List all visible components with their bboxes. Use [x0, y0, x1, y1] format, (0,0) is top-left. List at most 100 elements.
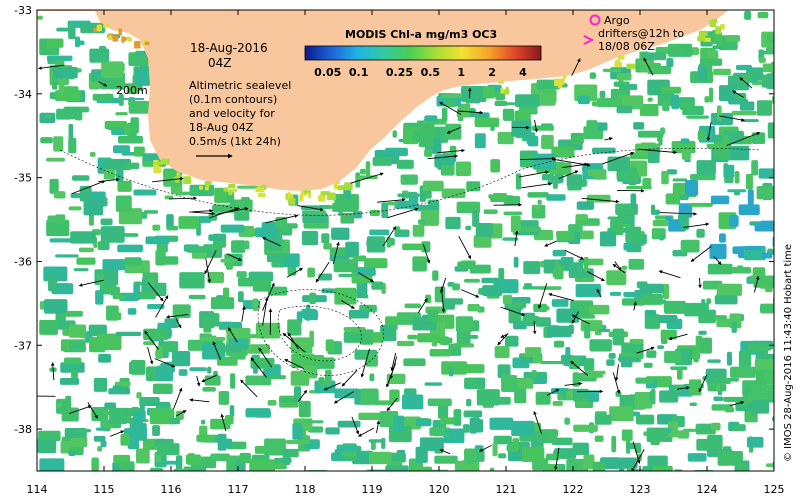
velocity-arrow [458, 235, 472, 260]
velocity-arrow [534, 119, 538, 133]
chl-patch [133, 283, 141, 301]
chl-patch [606, 359, 615, 366]
velocity-arrow [287, 332, 299, 350]
chl-patch [427, 398, 452, 407]
chl-patch [609, 291, 622, 296]
chl-patch [735, 64, 752, 71]
chl-patch [756, 373, 764, 382]
chl-patch [298, 355, 325, 363]
chl-patch [236, 271, 247, 278]
bloom-patch [228, 189, 233, 196]
bloom-patch [96, 24, 102, 32]
chl-patch [369, 209, 380, 216]
chl-patch [434, 286, 446, 303]
chl-patch [748, 79, 758, 83]
chl-patch [114, 381, 131, 387]
chl-patch [55, 254, 79, 258]
chl-patch [285, 439, 310, 445]
chl-patch [531, 205, 542, 210]
chl-patch [532, 153, 556, 170]
chl-patch [609, 406, 634, 422]
chl-patch [127, 308, 137, 315]
chl-patch [422, 180, 444, 192]
chl-patch [747, 189, 754, 205]
velocity-arrow [241, 306, 246, 322]
chl-patch [443, 298, 464, 305]
chl-patch [156, 283, 166, 296]
chl-patch [593, 175, 607, 180]
chl-patch [249, 334, 258, 339]
velocity-arrow [297, 205, 324, 212]
chl-patch [125, 162, 140, 170]
chl-patch [659, 390, 679, 403]
chl-patch [577, 314, 596, 319]
velocity-arrow [176, 409, 187, 417]
chl-patch [169, 417, 181, 425]
argo-label: Argo [604, 14, 630, 27]
chl-patch [671, 94, 680, 109]
chl-patch [660, 127, 665, 135]
argo-marker-icon [589, 14, 601, 26]
velocity-arrow [386, 397, 398, 412]
chl-patch [396, 159, 414, 169]
chl-patch [401, 394, 424, 410]
chl-patch [123, 428, 148, 441]
chl-patch [535, 306, 550, 311]
chl-patch [728, 215, 739, 227]
chl-patch [738, 350, 752, 368]
chl-patch [143, 210, 159, 214]
bloom-patch [160, 158, 170, 165]
chl-patch [698, 330, 707, 335]
x-tick-label: 122 [563, 483, 584, 496]
chl-patch [697, 65, 708, 82]
chl-patch [488, 194, 493, 199]
velocity-arrow [351, 416, 360, 435]
chl-patch [481, 277, 499, 284]
chl-patch [359, 168, 366, 175]
chl-patch [368, 439, 383, 443]
velocity-arrow [698, 277, 702, 289]
chl-patch [475, 223, 493, 237]
chl-patch [584, 324, 591, 339]
y-tick-label: -34 [14, 88, 32, 101]
bloom-patch [720, 23, 725, 30]
chl-patch [369, 373, 375, 382]
chl-patch [37, 438, 57, 454]
velocity-arrow [173, 387, 183, 410]
chl-patch [261, 221, 280, 229]
chl-patch [639, 103, 659, 117]
chl-patch [490, 159, 500, 173]
chl-patch [204, 375, 221, 386]
velocity-arrow [564, 249, 585, 260]
chl-patch [381, 437, 386, 450]
chl-patch [718, 85, 736, 102]
chl-patch [589, 72, 596, 79]
chl-patch [68, 451, 76, 457]
chl-patch [758, 57, 766, 63]
chl-patch [281, 224, 290, 232]
x-tick-label: 123 [630, 483, 651, 496]
chl-patch [200, 419, 206, 425]
chl-patch [643, 362, 653, 368]
chl-patch [402, 243, 428, 251]
chl-patch [56, 27, 70, 32]
chl-patch [398, 138, 405, 143]
chl-patch [135, 69, 151, 86]
chl-patch [68, 324, 87, 338]
chl-patch [612, 328, 625, 346]
chl-patch [336, 444, 358, 452]
chl-patch [616, 105, 633, 114]
chl-patch [171, 350, 191, 367]
chl-patch [474, 117, 500, 127]
colorbar [304, 45, 542, 61]
chl-patch [352, 450, 374, 465]
chl-patch [537, 199, 542, 205]
chl-patch [660, 329, 677, 340]
chl-patch [705, 371, 722, 375]
bloom-patch [288, 197, 296, 205]
y-tick-label: -38 [14, 423, 32, 436]
velocity-arrow [212, 341, 222, 361]
chl-patch [457, 116, 464, 122]
chl-patch [76, 257, 96, 265]
velocity-arrow [677, 386, 690, 390]
